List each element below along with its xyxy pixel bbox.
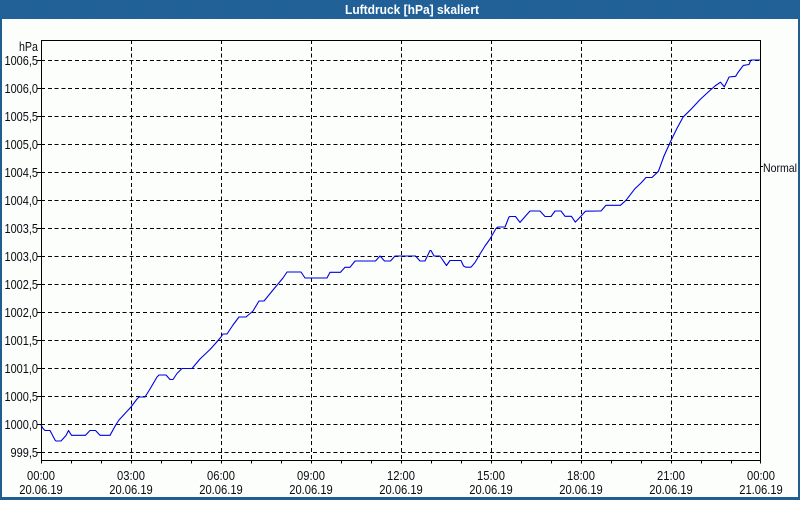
svg-text:1002,0: 1002,0 [5, 305, 39, 320]
svg-text:20.06.19: 20.06.19 [109, 482, 153, 497]
svg-text:1004,5: 1004,5 [5, 165, 39, 180]
svg-text:1003,0: 1003,0 [5, 249, 39, 264]
svg-text:1001,5: 1001,5 [5, 333, 39, 348]
svg-text:1005,0: 1005,0 [5, 137, 39, 152]
svg-text:00:00: 00:00 [747, 468, 775, 483]
svg-text:09:00: 09:00 [297, 468, 325, 483]
svg-text:20.06.19: 20.06.19 [289, 482, 333, 497]
svg-text:1000,5: 1000,5 [5, 389, 39, 404]
svg-text:1003,5: 1003,5 [5, 221, 39, 236]
svg-text:21.06.19: 21.06.19 [739, 482, 783, 497]
svg-text:1000,0: 1000,0 [5, 417, 39, 432]
svg-text:20.06.19: 20.06.19 [379, 482, 423, 497]
svg-text:20.06.19: 20.06.19 [19, 482, 63, 497]
svg-text:18:00: 18:00 [567, 468, 595, 483]
svg-text:1004,0: 1004,0 [5, 193, 39, 208]
svg-text:1001,0: 1001,0 [5, 361, 39, 376]
svg-text:hPa: hPa [19, 39, 39, 54]
svg-text:999,5: 999,5 [11, 445, 39, 460]
svg-text:20.06.19: 20.06.19 [649, 482, 693, 497]
svg-text:20.06.19: 20.06.19 [469, 482, 513, 497]
svg-text:20.06.19: 20.06.19 [199, 482, 243, 497]
svg-text:Luftdruck [hPa] skaliert: Luftdruck [hPa] skaliert [345, 2, 480, 17]
svg-text:Normal: Normal [763, 161, 797, 175]
svg-text:21:00: 21:00 [657, 468, 685, 483]
svg-text:1005,5: 1005,5 [5, 109, 39, 124]
svg-text:1002,5: 1002,5 [5, 277, 39, 292]
svg-text:03:00: 03:00 [117, 468, 145, 483]
svg-text:00:00: 00:00 [27, 468, 55, 483]
svg-text:1006,5: 1006,5 [5, 53, 39, 68]
svg-text:06:00: 06:00 [207, 468, 235, 483]
svg-text:1006,0: 1006,0 [5, 81, 39, 96]
svg-text:15:00: 15:00 [477, 468, 505, 483]
svg-text:12:00: 12:00 [387, 468, 415, 483]
svg-text:20.06.19: 20.06.19 [559, 482, 603, 497]
